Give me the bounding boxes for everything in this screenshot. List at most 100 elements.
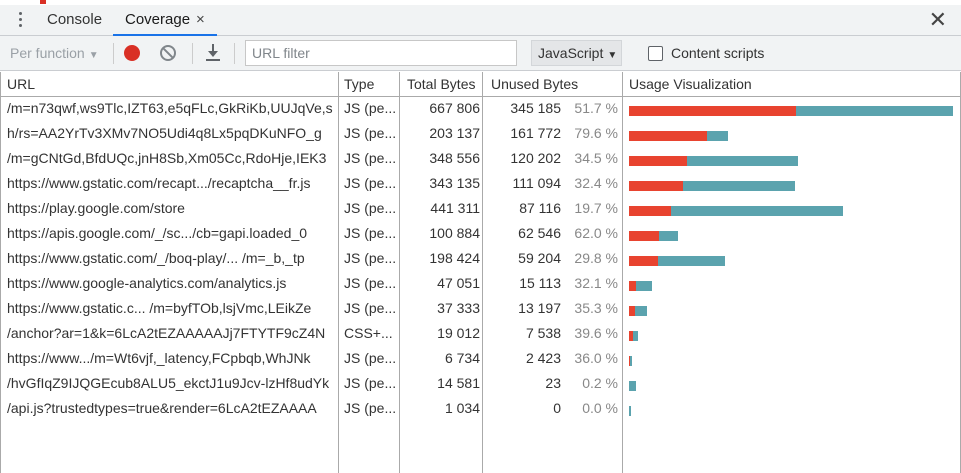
- unused-percent-cell: 62.0 %: [574, 225, 618, 241]
- usage-bar: [629, 356, 632, 366]
- unused-bytes-cell: 7 538: [525, 325, 561, 341]
- type-cell: JS (pe...: [344, 375, 397, 391]
- unused-percent-cell: 35.3 %: [574, 300, 618, 316]
- tab-console[interactable]: Console: [47, 11, 103, 28]
- usage-bar: [629, 181, 795, 191]
- type-cell: JS (pe...: [344, 350, 397, 366]
- url-cell: /anchor?ar=1&k=6LcA2tEZAAAAAJj7FTYTF9cZ4…: [7, 325, 326, 341]
- unused-bytes-bar: [629, 356, 630, 366]
- used-bytes-bar: [629, 156, 798, 166]
- column-header-total-bytes[interactable]: Total Bytes: [407, 76, 476, 92]
- unused-bytes-bar: [629, 281, 636, 291]
- used-bytes-bar: [629, 331, 638, 341]
- unused-percent-cell: 19.7 %: [574, 200, 618, 216]
- url-cell: https://www.../m=Wt6vjf,_latency,FCpbqb,…: [7, 350, 311, 366]
- clear-icon[interactable]: [160, 45, 176, 61]
- close-tab-icon[interactable]: ×: [196, 11, 205, 28]
- content-scripts-checkbox[interactable]: [648, 46, 663, 61]
- record-button[interactable]: [124, 45, 140, 61]
- unused-bytes-bar: [629, 306, 635, 316]
- used-bytes-bar: [629, 356, 632, 366]
- total-bytes-cell: 667 806: [429, 100, 480, 116]
- usage-bar: [629, 381, 636, 391]
- table-header: URL Type Total Bytes Unused Bytes Usage …: [1, 72, 960, 97]
- table-row[interactable]: https://play.google.com/store JS (pe... 44…: [1, 197, 960, 222]
- unused-bytes-cell: 62 546: [518, 225, 561, 241]
- more-options-icon[interactable]: [16, 12, 24, 30]
- type-cell: JS (pe...: [344, 225, 397, 241]
- close-drawer-icon[interactable]: ✕: [928, 7, 947, 32]
- column-divider: [622, 72, 623, 473]
- tab-coverage[interactable]: Coverage ×: [113, 5, 217, 36]
- used-bytes-bar: [629, 206, 843, 216]
- usage-bar: [629, 331, 638, 341]
- usage-bar: [629, 156, 798, 166]
- used-bytes-bar: [629, 381, 636, 391]
- total-bytes-cell: 441 311: [430, 200, 480, 216]
- column-header-usage-visualization[interactable]: Usage Visualization: [629, 76, 752, 92]
- unused-percent-cell: 34.5 %: [574, 150, 618, 166]
- usage-bar: [629, 281, 652, 291]
- total-bytes-cell: 19 012: [437, 325, 480, 341]
- usage-bar: [629, 306, 647, 316]
- url-cell: /m=gCNtGd,BfdUQc,jnH8Sb,Xm05Cc,RdoHje,IE…: [7, 150, 327, 166]
- table-row[interactable]: /m=n73qwf,ws9Tlc,IZT63,e5qFLc,GkRiKb,UUJ…: [1, 97, 960, 122]
- unused-percent-cell: 39.6 %: [574, 325, 618, 341]
- unused-bytes-cell: 15 113: [519, 275, 561, 291]
- type-cell: JS (pe...: [344, 200, 397, 216]
- dropdown-arrow-icon: ▼: [607, 50, 618, 61]
- used-bytes-bar: [629, 306, 647, 316]
- url-cell: /api.js?trustedtypes=true&render=6LcA2tE…: [7, 400, 317, 416]
- total-bytes-cell: 6 734: [444, 350, 480, 366]
- table-row[interactable]: /m=gCNtGd,BfdUQc,jnH8Sb,Xm05Cc,RdoHje,IE…: [1, 147, 960, 172]
- usage-bar: [629, 231, 678, 241]
- unused-percent-cell: 32.4 %: [574, 175, 618, 191]
- total-bytes-cell: 100 884: [429, 225, 480, 241]
- usage-bar: [629, 206, 843, 216]
- unused-bytes-bar: [629, 131, 707, 141]
- content-scripts-label[interactable]: Content scripts: [671, 45, 765, 61]
- content-type-select[interactable]: JavaScript ▼: [531, 40, 622, 66]
- tab-coverage-label: Coverage: [125, 11, 191, 28]
- unused-percent-cell: 51.7 %: [574, 100, 618, 116]
- coverage-toolbar: Per function▼ JavaScript▼ Content script…: [0, 36, 961, 71]
- unused-bytes-bar: [629, 206, 671, 216]
- table-row[interactable]: /hvGfIqZ9IJQGEcub8ALU5_ekctJ1u9Jcv-lzHf8…: [1, 372, 960, 397]
- table-row[interactable]: https://www.../m=Wt6vjf,_latency,FCpbqb,…: [1, 347, 960, 372]
- export-download-icon[interactable]: [205, 43, 221, 63]
- total-bytes-cell: 14 581: [437, 375, 480, 391]
- url-filter-input[interactable]: [245, 40, 517, 66]
- total-bytes-cell: 47 051: [437, 275, 480, 291]
- table-row[interactable]: /api.js?trustedtypes=true&render=6LcA2tE…: [1, 397, 960, 422]
- type-cell: JS (pe...: [344, 100, 397, 116]
- table-row[interactable]: https://www.gstatic.com/recapt.../recapt…: [1, 172, 960, 197]
- total-bytes-cell: 343 135: [429, 175, 480, 191]
- used-bytes-bar: [629, 256, 725, 266]
- table-row[interactable]: https://www.gstatic.com/_/boq-play/... /…: [1, 247, 960, 272]
- url-cell: https://www.gstatic.com/recapt.../recapt…: [7, 175, 311, 191]
- unused-bytes-bar: [629, 331, 633, 341]
- usage-bar: [629, 106, 953, 116]
- column-divider: [338, 72, 339, 473]
- per-function-label: Per function: [10, 45, 85, 61]
- unused-bytes-cell: 161 772: [510, 125, 561, 141]
- table-row[interactable]: https://www.gstatic.c... /m=byfTOb,lsjVm…: [1, 297, 960, 322]
- table-row[interactable]: https://apis.google.com/_/sc.../cb=gapi.…: [1, 222, 960, 247]
- column-header-url[interactable]: URL: [7, 76, 36, 92]
- table-row[interactable]: h/rs=AA2YrTv3XMv7NO5Udi4q8Lx5pqDKuNFO_g J…: [1, 122, 960, 147]
- table-row[interactable]: /anchor?ar=1&k=6LcA2tEZAAAAAJj7FTYTF9cZ4…: [1, 322, 960, 347]
- unused-bytes-cell: 59 204: [518, 250, 561, 266]
- dropdown-arrow-icon: ▼: [88, 50, 99, 61]
- toolbar-divider: [192, 43, 193, 64]
- used-bytes-bar: [629, 281, 652, 291]
- unused-bytes-cell: 345 185: [510, 100, 561, 116]
- content-type-label: JavaScript: [538, 45, 604, 61]
- table-row[interactable]: https://www.google-analytics.com/analyti…: [1, 272, 960, 297]
- unused-bytes-bar: [629, 181, 683, 191]
- unused-bytes-cell: 0: [553, 400, 561, 416]
- column-header-unused-bytes[interactable]: Unused Bytes: [491, 76, 579, 92]
- column-header-type[interactable]: Type: [344, 76, 375, 92]
- unused-percent-cell: 79.6 %: [574, 125, 618, 141]
- per-function-select[interactable]: Per function ▼: [10, 45, 99, 61]
- type-cell: JS (pe...: [344, 125, 397, 141]
